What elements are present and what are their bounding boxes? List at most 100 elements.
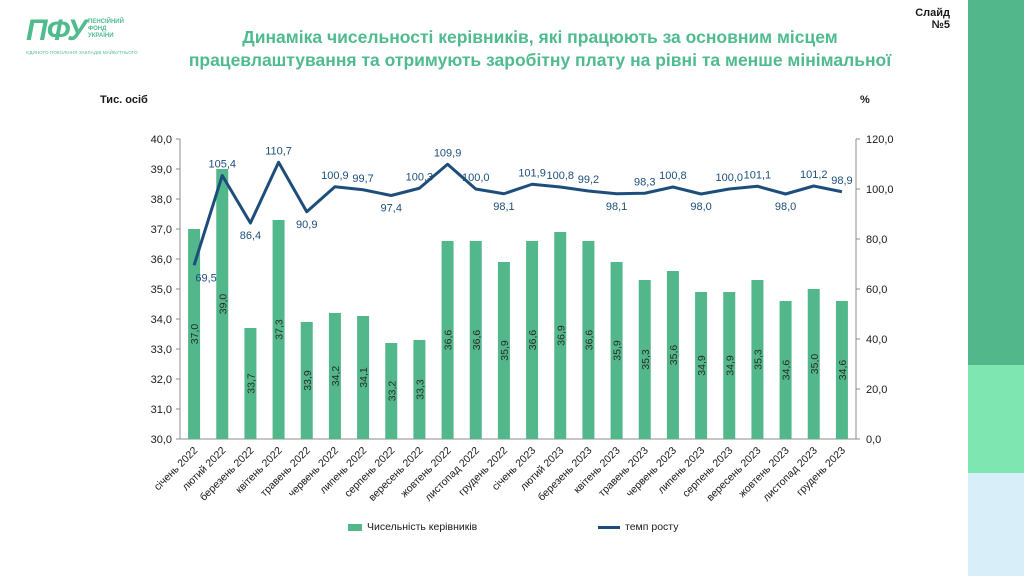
legend-item-line: темп росту	[598, 521, 678, 533]
line-value-label: 101,1	[744, 169, 772, 181]
left-axis-label: Тис. осіб	[100, 94, 148, 106]
bar	[666, 271, 679, 439]
left-tick-label: 35,0	[151, 284, 172, 296]
legend-bar-swatch	[348, 523, 362, 531]
bar-value-label: 36,6	[583, 330, 595, 351]
bar-value-label: 37,3	[274, 319, 286, 340]
logo-name-line3: УКРАЇНИ	[88, 33, 114, 39]
line-value-label: 69,5	[195, 272, 216, 284]
logo-name-line1: ПЕНСІЙНИЙ	[88, 19, 124, 25]
right-tick-label: 0,0	[866, 434, 881, 446]
logo-tagline: ЄДИНОГО ПОКОЛІННЯ ЗАКЛАДІВ МАЙБУТНЬОГО	[26, 50, 138, 55]
line-value-label: 98,1	[606, 201, 627, 213]
left-tick-label: 33,0	[151, 344, 172, 356]
right-tick-label: 100,0	[866, 184, 894, 196]
bar	[779, 301, 792, 439]
logo-name-line2: ФОНД	[88, 26, 107, 32]
slide-title-line2: працевлаштування та отримують заробітну …	[188, 50, 892, 70]
line-value-label: 99,2	[578, 174, 599, 186]
right-tick-label: 40,0	[866, 334, 887, 346]
pfu-logo: ПФУ ПЕНСІЙНИЙ ФОНД УКРАЇНИ ЄДИНОГО ПОКОЛ…	[26, 14, 146, 58]
left-tick-label: 34,0	[151, 314, 172, 326]
slide-title: Динаміка чисельності керівників, які пра…	[150, 26, 930, 72]
bar	[357, 316, 370, 439]
bar-value-label: 35,3	[752, 349, 764, 370]
bar	[272, 220, 285, 439]
line-value-label: 98,9	[831, 175, 852, 187]
bar	[807, 289, 820, 439]
right-tick-label: 20,0	[866, 384, 887, 396]
line-value-label: 100,8	[659, 170, 687, 182]
bar-value-label: 36,6	[443, 330, 455, 351]
slide-number: Слайд №5	[915, 7, 950, 31]
legend-line-swatch	[598, 525, 620, 529]
slide-title-line1: Динаміка чисельності керівників, які пра…	[242, 27, 838, 47]
left-tick-label: 32,0	[151, 374, 172, 386]
bar-value-label: 34,1	[358, 367, 370, 388]
bar	[300, 322, 313, 439]
line-value-label: 100,8	[546, 170, 574, 182]
bar	[695, 292, 708, 439]
bar	[441, 241, 454, 439]
bar-value-label: 33,9	[302, 370, 314, 391]
line-value-label: 100,0	[462, 172, 490, 184]
combo-chart: 30,0 31,0 32,0 33,0 34,0 35,0 36,0 37,0 38,0 39,0…	[151, 134, 894, 504]
line-value-label: 100,9	[321, 170, 349, 182]
line-value-label: 110,7	[265, 145, 292, 157]
line-value-label: 99,7	[352, 173, 373, 185]
left-tick-label: 38,0	[151, 194, 172, 206]
bar	[582, 241, 595, 439]
line-value-label: 98,3	[634, 176, 655, 188]
bar	[610, 262, 623, 439]
bar	[497, 262, 510, 439]
legend-bar-label: Чисельність керівників	[367, 521, 478, 533]
bar-value-label: 34,9	[724, 355, 736, 376]
line-value-label: 100,3	[406, 171, 434, 183]
right-tick-label: 60,0	[866, 284, 887, 296]
right-tick-label: 120,0	[866, 134, 894, 146]
line-value-label: 101,2	[800, 169, 828, 181]
bar-value-label: 35,6	[668, 345, 680, 366]
line-value-label: 97,4	[381, 203, 402, 215]
legend-item-bars: Чисельність керівників	[348, 521, 477, 533]
right-axis-label: %	[860, 94, 870, 106]
bar-value-label: 33,3	[414, 379, 426, 400]
bar-value-label: 37,0	[189, 324, 201, 345]
bar	[835, 301, 848, 439]
growth-rate-line	[192, 160, 843, 266]
left-tick-label: 40,0	[151, 134, 172, 146]
left-tick-label: 39,0	[151, 164, 172, 176]
bar-value-label: 34,6	[837, 360, 849, 381]
bar	[188, 229, 201, 439]
logo-name: ПЕНСІЙНИЙ ФОНД УКРАЇНИ	[88, 19, 148, 40]
decorative-side-bar	[968, 0, 1024, 576]
line-value-label: 98,1	[493, 201, 514, 213]
bar	[385, 343, 398, 439]
bar-value-label: 34,9	[696, 355, 708, 376]
line-value-label: 100,0	[715, 172, 743, 184]
bar-value-label: 35,9	[499, 340, 511, 361]
left-tick-label: 30,0	[151, 434, 172, 446]
line-value-label: 105,4	[208, 159, 236, 171]
bar-value-label: 33,2	[386, 381, 398, 402]
line-value-label: 98,0	[775, 201, 796, 213]
bar	[751, 280, 764, 439]
bar-value-label: 36,6	[527, 330, 539, 351]
right-tick-label: 80,0	[866, 234, 887, 246]
bar-value-label: 35,3	[640, 349, 652, 370]
bar	[328, 313, 341, 439]
bar-value-label: 34,2	[330, 366, 342, 387]
left-tick-label: 36,0	[151, 254, 172, 266]
line-value-label: 98,0	[690, 201, 711, 213]
legend-line-label: темп росту	[625, 521, 679, 533]
bar-value-label: 39,0	[217, 294, 229, 315]
logo-mark: ПФУ	[26, 14, 87, 47]
bar-value-label: 36,9	[555, 325, 567, 346]
left-tick-label: 31,0	[151, 404, 172, 416]
bar-value-label: 36,6	[471, 330, 483, 351]
bar	[469, 241, 482, 439]
line-value-label: 101,9	[518, 167, 546, 179]
bar	[554, 232, 567, 439]
bar	[723, 292, 736, 439]
left-tick-label: 37,0	[151, 224, 172, 236]
